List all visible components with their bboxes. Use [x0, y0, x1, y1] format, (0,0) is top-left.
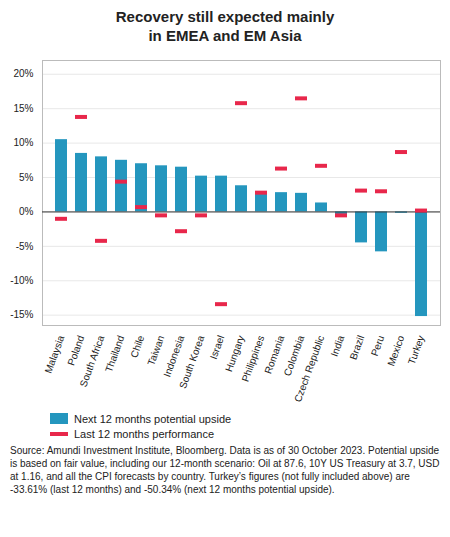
- svg-text:Poland: Poland: [65, 333, 86, 366]
- svg-text:15%: 15%: [13, 102, 33, 113]
- svg-text:Turkey: Turkey: [406, 333, 427, 365]
- svg-text:10%: 10%: [13, 137, 33, 148]
- svg-text:South Africa: South Africa: [78, 333, 107, 388]
- svg-text:Czech Republic: Czech Republic: [292, 333, 326, 403]
- svg-text:Chile: Chile: [128, 333, 146, 359]
- svg-text:Hungary: Hungary: [223, 333, 247, 373]
- svg-text:Malaysia: Malaysia: [43, 333, 67, 374]
- svg-text:20%: 20%: [13, 68, 33, 79]
- html-text:Source: Amundi Investment Inst: Source: Amundi Investment Institute, Blo…: [10, 444, 440, 495]
- svg-text:-5%: -5%: [16, 240, 34, 251]
- svg-text:5%: 5%: [19, 171, 34, 182]
- svg-text:Taiwan: Taiwan: [145, 333, 166, 366]
- svg-text:India: India: [329, 333, 347, 358]
- svg-text:Mexico: Mexico: [385, 333, 406, 367]
- html-text:Next 12 months potential upsid: Next 12 months potential upside: [74, 412, 232, 425]
- svg-text:-10%: -10%: [10, 274, 33, 285]
- svg-text:Romania: Romania: [262, 333, 287, 375]
- svg-text:Peru: Peru: [369, 333, 387, 357]
- svg-text:0%: 0%: [19, 206, 34, 217]
- svg-text:Israel: Israel: [208, 333, 227, 360]
- svg-text:Thailand: Thailand: [103, 333, 126, 373]
- svg-text:Colombia: Colombia: [281, 333, 307, 377]
- html-text:Last 12 months performance: Last 12 months performance: [74, 427, 214, 440]
- svg-text:Indonesia: Indonesia: [161, 333, 187, 378]
- svg-text:South Korea: South Korea: [177, 333, 207, 389]
- svg-text:Brazil: Brazil: [347, 333, 366, 360]
- svg-text:-15%: -15%: [10, 309, 33, 320]
- svg-text:Philippines: Philippines: [240, 333, 267, 382]
- html-text:Recovery still expected mainly: Recovery still expected mainly in EMEA a…: [115, 8, 335, 44]
